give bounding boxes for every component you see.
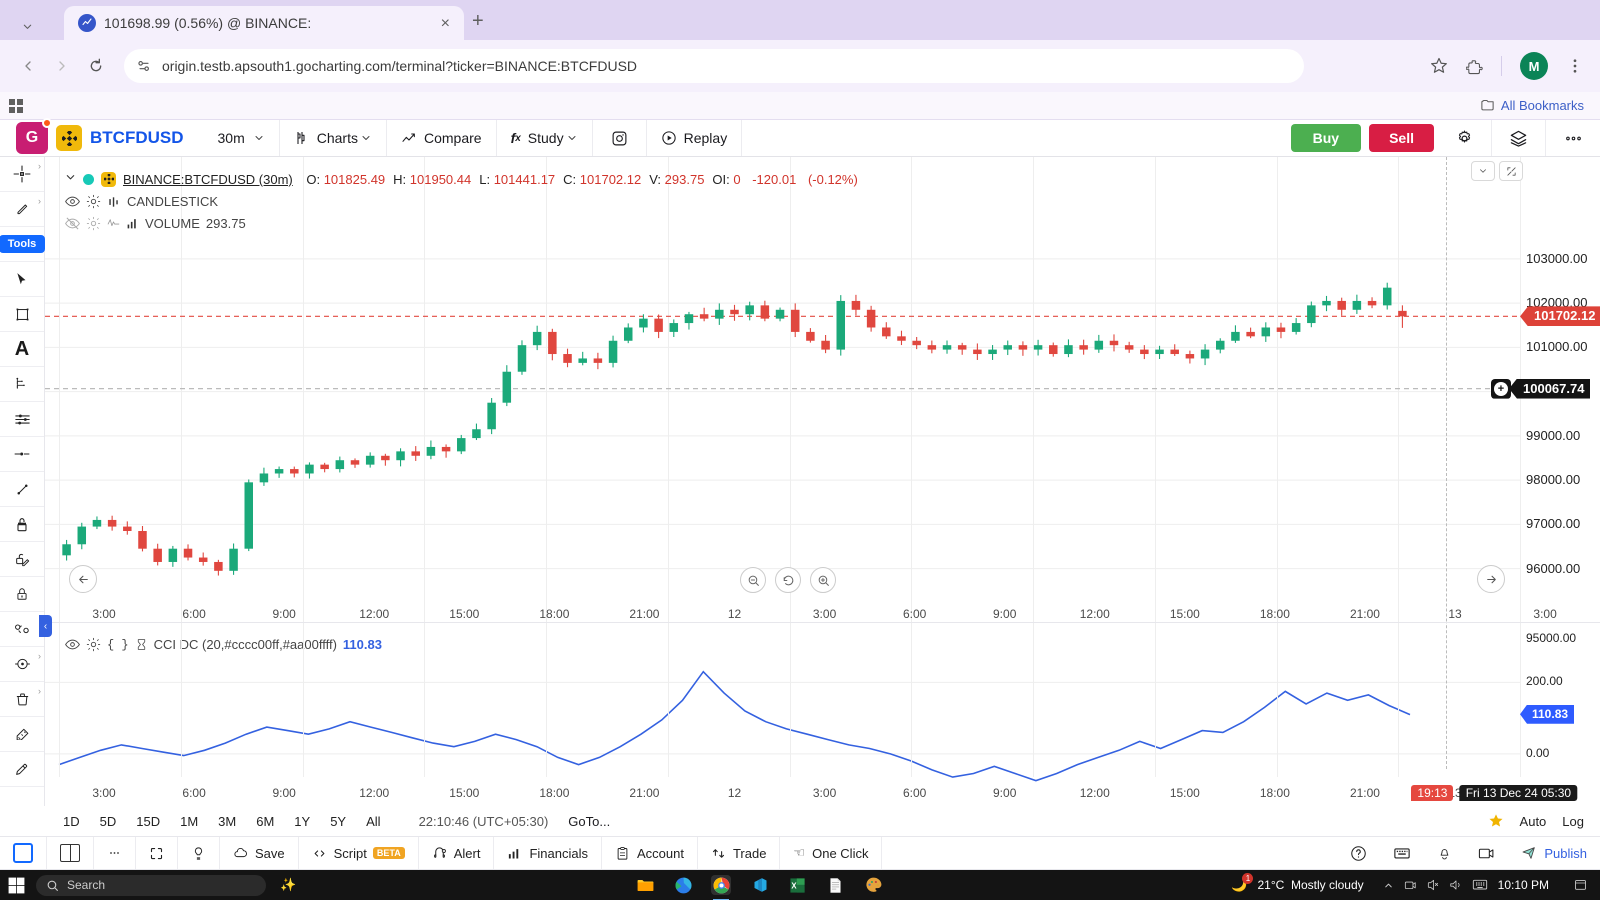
svg-text:X: X: [791, 881, 797, 890]
